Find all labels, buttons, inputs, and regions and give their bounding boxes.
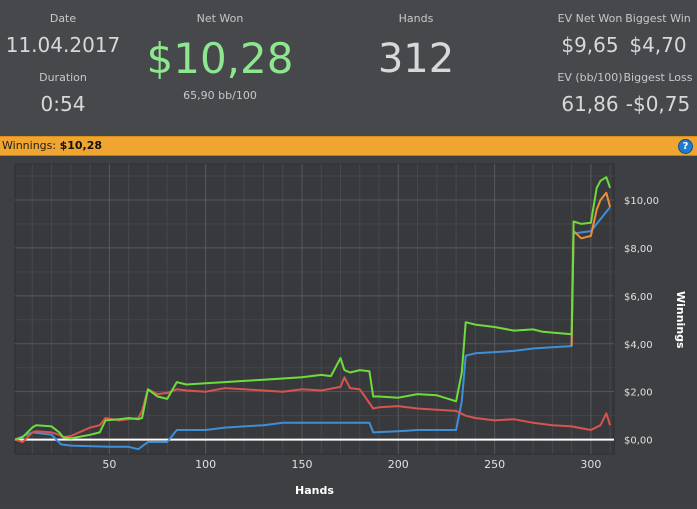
- biggest-loss-label: Biggest Loss: [623, 71, 693, 84]
- ev-bb-label: EV (bb/100): [557, 71, 623, 84]
- biggest-win-label: Biggest Win: [625, 12, 691, 25]
- x-tick-label: 250: [484, 458, 505, 471]
- x-tick-label: 50: [102, 458, 116, 471]
- y-tick-label: $10,00: [624, 196, 659, 207]
- net-won-value: $10,28: [146, 34, 294, 83]
- stats-panel: Date 11.04.2017 Duration 0:54 Net Won $1…: [0, 0, 697, 136]
- biggest-win-value: $4,70: [629, 33, 687, 57]
- y-axis-label: Winnings: [674, 291, 687, 349]
- biggest-loss-value: -$0,75: [625, 92, 691, 116]
- ev-bb-value: 61,86: [561, 92, 619, 116]
- series-line-green: [14, 176, 612, 441]
- series-line-red: [14, 376, 612, 443]
- duration-label: Duration: [39, 71, 87, 84]
- y-tick-label: $2,00: [624, 388, 653, 399]
- x-tick-label: 150: [291, 458, 312, 471]
- net-won-bb-per-100: 65,90 bb/100: [183, 89, 257, 102]
- y-tick-label: $4,00: [624, 340, 653, 351]
- series-line-blue: [14, 206, 611, 451]
- x-tick-label: 300: [580, 458, 601, 471]
- winnings-bar: Winnings: $10,28 ?: [0, 136, 697, 156]
- winnings-label: Winnings:: [2, 139, 57, 152]
- duration-value: 0:54: [40, 92, 86, 116]
- date-label: Date: [49, 12, 77, 25]
- help-icon[interactable]: ?: [678, 139, 693, 154]
- y-tick-label: $6,00: [624, 292, 653, 303]
- ev-net-won-value: $9,65: [561, 33, 619, 57]
- winnings-summary: Winnings: $10,28: [2, 139, 102, 152]
- hands-label: Hands: [398, 12, 434, 25]
- net-won-label: Net Won: [196, 12, 244, 25]
- hands-value: 312: [377, 36, 455, 82]
- winnings-chart: 50 100 150 200 250 300 $0,00 $2,00 $4,00 $6,00 $8,…: [14, 163, 687, 497]
- x-tick-label: 200: [388, 458, 409, 471]
- winnings-chart-area: 50 100 150 200 250 300 $0,00 $2,00 $4,00 $6,00 $8,…: [0, 156, 697, 504]
- y-tick-label: $8,00: [624, 244, 653, 255]
- date-value: 11.04.2017: [5, 33, 121, 57]
- y-tick-label: $0,00: [624, 436, 653, 447]
- series-line-orange: [570, 191, 612, 347]
- x-axis-label: Hands: [295, 484, 334, 497]
- x-tick-label: 100: [195, 458, 216, 471]
- plot-background: [14, 163, 615, 455]
- ev-net-won-label: EV Net Won: [557, 12, 623, 25]
- winnings-value: $10,28: [59, 139, 103, 152]
